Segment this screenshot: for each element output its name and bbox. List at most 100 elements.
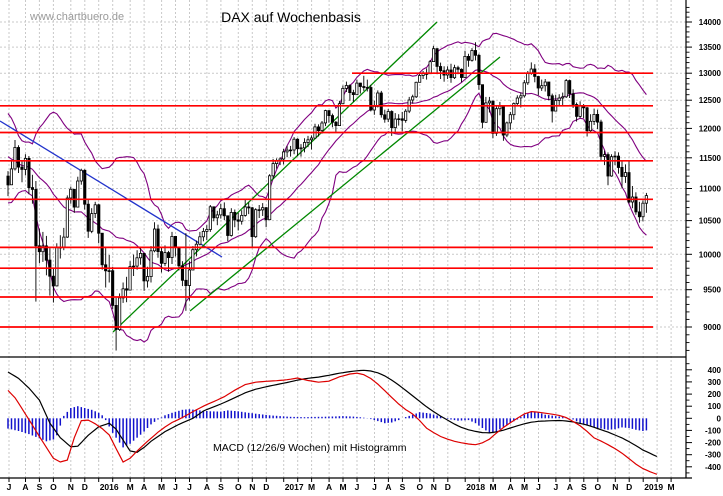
candle-body [145,276,150,282]
candle-body [515,97,519,104]
candle-body [121,288,125,299]
candle-body [254,209,258,238]
x-axis-label: D [82,482,88,492]
y-axis-label: 12500 [699,96,722,105]
macd-signal-line [7,369,658,458]
candle-body [292,138,296,151]
candle-body [215,214,219,219]
candles-layer [6,42,648,351]
x-axis-label: S [218,482,224,492]
candle-body [411,96,415,101]
candle-body [438,66,443,72]
x-axis-label: J [355,482,360,492]
x-axis-label: M [308,482,315,492]
candle-body [302,142,307,149]
x-axis-label: D [626,482,632,492]
candle-body [355,82,359,96]
candle-body [76,180,80,208]
candle-body [585,107,589,132]
candle-body [198,236,202,245]
candle-body [362,86,366,88]
candle-body [547,81,551,97]
candle-body [27,157,31,188]
macd-axis-label: 100 [708,402,722,411]
candle-body [163,252,167,264]
candle-body [6,175,10,186]
candle-body [393,118,397,129]
candle-body [30,187,34,190]
candle-body [222,208,226,217]
candle-body [484,102,488,123]
band-layer [7,32,647,343]
x-axis-label: O [235,482,242,492]
candle-body [9,168,14,186]
candle-body [477,54,481,85]
candle-body [473,50,477,56]
candle-body [285,149,289,153]
candle-body [376,92,380,107]
candle-body [480,84,484,123]
watermark: www.chartbuero.de [29,11,124,23]
candle-body [337,103,341,126]
candle-body [166,252,171,259]
candle-body [327,110,331,116]
y-axis-label: 9000 [703,323,721,332]
y-axis-label: 13500 [699,43,722,52]
candle-body [592,114,596,122]
candle-body [404,110,408,121]
candle-body [13,147,17,170]
candle-body [571,93,575,105]
candle-body [522,82,526,97]
candle-body [156,228,160,253]
candle-body [111,270,115,306]
macd-axis-label: -400 [705,463,722,472]
y-axis-label: 11500 [699,154,721,163]
candle-body [578,105,582,117]
green-uptrend-lower [189,56,501,312]
candle-body [383,114,387,120]
chart-title: DAX auf Wochenbasis [221,9,361,25]
x-axis-label: J [173,482,178,492]
y-axis-label: 10000 [699,250,722,259]
macd-layer [7,369,658,475]
candle-body [512,103,516,116]
x-axis-label: M [490,482,497,492]
candle-body [564,80,568,98]
macd-label: MACD (12/26/9 Wochen) mit Histogramm [213,442,407,454]
candle-body [97,204,101,234]
candle-body [135,257,139,267]
candle-body [16,147,20,168]
bollinger-middle [7,69,647,272]
candle-body [470,50,474,61]
x-axis-label: S [400,482,406,492]
candle-body [229,211,233,236]
candle-body [240,214,244,222]
candle-body [247,206,251,209]
candle-body [369,87,373,111]
candle-body [613,155,617,158]
candle-body [431,48,436,63]
candle-body [620,166,624,177]
x-axis-label: A [326,482,332,492]
x-axis-label: A [567,482,573,492]
candle-body [418,75,422,83]
candle-body [72,188,76,208]
x-axis-label: O [416,482,423,492]
x-axis-label: S [37,482,43,492]
x-axis-label: D [445,482,451,492]
x-axis-label: J [554,482,559,492]
x-axis-label: O [50,482,57,492]
x-axis-label: A [204,482,210,492]
candle-body [330,115,334,123]
levels-layer [0,72,653,328]
candle-body [173,235,178,248]
x-axis-label: M [521,482,528,492]
candle-body [494,108,498,134]
candle-body [152,228,157,252]
x-axis-label: N [249,482,255,492]
candle-body [271,163,275,177]
candle-body [348,85,352,93]
candle-body [264,207,268,221]
